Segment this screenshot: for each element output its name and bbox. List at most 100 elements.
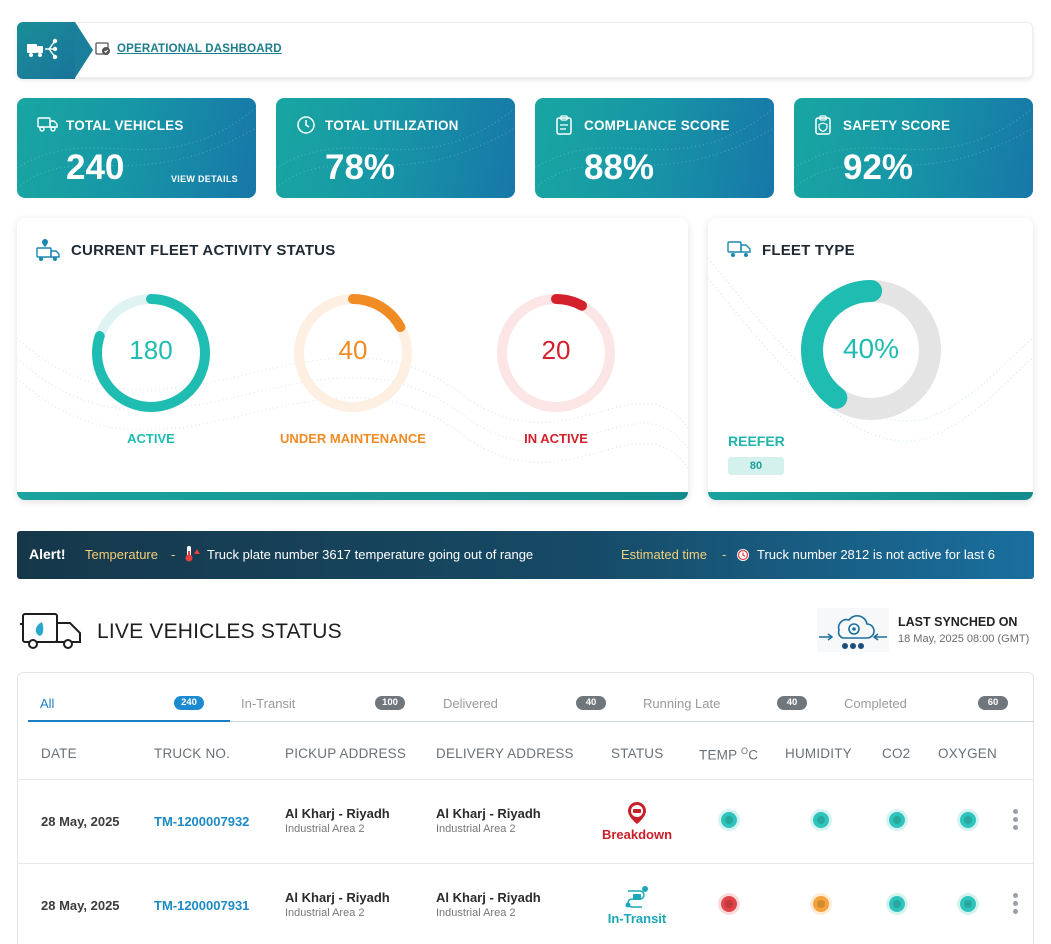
breakdown-icon xyxy=(628,802,646,824)
row-date: 28 May, 2025 xyxy=(41,898,120,913)
fleet-type-count-badge: 80 xyxy=(728,457,784,475)
tab-label: All xyxy=(40,696,55,711)
last-synched-label: LAST SYNCHED ON xyxy=(898,615,1018,629)
alert-temperature-text: Truck plate number 3617 temperature goin… xyxy=(207,547,534,562)
fleet-type-title: FLEET TYPE xyxy=(762,242,855,259)
alert-separator: - xyxy=(171,547,176,562)
header-divider xyxy=(18,779,1033,780)
column-header-date[interactable]: DATE xyxy=(41,746,77,761)
page-header: OPERATIONAL DASHBOARD xyxy=(17,22,1033,79)
tab-completed[interactable]: Completed 60 xyxy=(830,687,1034,722)
alert-bar: Alert! Temperature - Truck plate number … xyxy=(17,531,1034,579)
column-header-status[interactable]: STATUS xyxy=(611,746,664,761)
truck-icon xyxy=(37,117,58,132)
tab-count-badge: 40 xyxy=(576,696,606,710)
kpi-label: COMPLIANCE SCORE xyxy=(584,118,730,133)
tab-count-badge: 40 xyxy=(777,696,807,710)
temp-sensor-indicator xyxy=(721,896,737,912)
temp-unit-sup: O xyxy=(741,746,749,756)
active-label: ACTIVE xyxy=(127,431,175,446)
maintenance-ring-arc xyxy=(294,294,412,412)
oxygen-sensor-indicator xyxy=(960,896,976,912)
inactive-ring: 20 xyxy=(494,291,618,415)
maintenance-count: 40 xyxy=(338,335,368,365)
column-header-delivery[interactable]: DELIVERY ADDRESS xyxy=(436,746,574,761)
row-date: 28 May, 2025 xyxy=(41,814,120,829)
kpi-label: SAFETY SCORE xyxy=(843,118,951,133)
fleet-location-icon xyxy=(36,239,60,261)
fleet-type-label: REEFER xyxy=(728,433,785,449)
delivery-area: Industrial Area 2 xyxy=(436,907,516,919)
temp-unit: C xyxy=(748,747,759,763)
status-label: Breakdown xyxy=(601,827,673,842)
fleet-activity-panel: CURRENT FLEET ACTIVITY STATUS 180 ACTIVE… xyxy=(17,218,688,500)
kpi-safety-score: SAFETY SCORE 92% xyxy=(794,98,1033,198)
clipboard-icon xyxy=(556,115,572,135)
kpi-compliance-score: COMPLIANCE SCORE 88% xyxy=(535,98,774,198)
column-header-humidity[interactable]: HUMIDITY xyxy=(785,746,852,761)
status-tabs: All 240 In-Transit 100 Delivered 40 Runn… xyxy=(28,687,1034,722)
tab-label: Running Late xyxy=(643,696,721,711)
breadcrumb: OPERATIONAL DASHBOARD xyxy=(95,42,282,56)
table-row[interactable]: 28 May, 2025 TM-1200007931 Al Kharj - Ri… xyxy=(18,864,1033,944)
maintenance-ring: 40 xyxy=(291,291,415,415)
inactive-count: 20 xyxy=(541,335,571,365)
dashboard-icon xyxy=(95,42,110,55)
truck-number-link[interactable]: TM-1200007931 xyxy=(154,898,250,913)
column-header-pickup[interactable]: PICKUP ADDRESS xyxy=(285,746,407,761)
alert-estimated-text: Truck number 2812 is not active for last… xyxy=(757,547,995,562)
alarm-clock-icon xyxy=(735,546,751,565)
row-more-menu[interactable] xyxy=(1013,893,1019,917)
table-row[interactable]: 28 May, 2025 TM-1200007932 Al Kharj - Ri… xyxy=(18,780,1033,864)
active-ring: 180 xyxy=(89,291,213,415)
column-header-truck[interactable]: TRUCK NO. xyxy=(154,746,231,761)
active-ring-arc xyxy=(92,294,210,412)
kpi-value: 88% xyxy=(584,148,655,187)
kpi-label: TOTAL VEHICLES xyxy=(66,118,184,133)
tab-running-late[interactable]: Running Late 40 xyxy=(630,687,830,722)
tab-count-badge: 60 xyxy=(978,696,1008,710)
temp-sensor-indicator xyxy=(721,812,737,828)
tab-delivered[interactable]: Delivered 40 xyxy=(430,687,630,722)
thermometer-icon xyxy=(183,545,201,566)
fleet-activity-title: CURRENT FLEET ACTIVITY STATUS xyxy=(71,242,336,259)
kpi-value: 240 xyxy=(66,148,125,187)
alert-estimated-key: Estimated time xyxy=(621,547,707,562)
live-vehicles-table: All 240 In-Transit 100 Delivered 40 Runn… xyxy=(17,672,1034,944)
operational-dashboard-link[interactable]: OPERATIONAL DASHBOARD xyxy=(117,43,282,55)
row-more-menu[interactable] xyxy=(1013,809,1019,833)
delivery-address: Al Kharj - Riyadh xyxy=(436,806,541,821)
tab-label: In-Transit xyxy=(241,696,296,711)
humidity-sensor-indicator xyxy=(813,812,829,828)
kpi-value: 78% xyxy=(325,148,396,187)
temp-header-label: TEMP xyxy=(699,747,738,763)
shield-check-icon xyxy=(815,115,831,135)
alert-separator: - xyxy=(722,547,727,562)
column-header-temp[interactable]: TEMP OC xyxy=(699,746,758,763)
delivery-area: Industrial Area 2 xyxy=(436,823,516,835)
fleet-trucks-icon xyxy=(727,241,751,257)
active-count: 180 xyxy=(129,335,173,365)
view-details-link[interactable]: VIEW DETAILS xyxy=(171,174,238,184)
tab-in-transit[interactable]: In-Transit 100 xyxy=(230,687,430,722)
delivery-address: Al Kharj - Riyadh xyxy=(436,890,541,905)
status-label: In-Transit xyxy=(607,911,667,926)
fleet-type-donut: 40% xyxy=(800,279,942,421)
fleet-type-percent: 40% xyxy=(842,333,900,364)
pickup-area: Industrial Area 2 xyxy=(285,907,365,919)
clock-icon xyxy=(297,116,315,134)
alert-label: Alert! xyxy=(29,546,66,562)
tab-all[interactable]: All 240 xyxy=(28,687,230,722)
inactive-ring-arc xyxy=(497,294,615,412)
column-header-oxygen[interactable]: OXYGEN xyxy=(938,746,997,761)
tab-label: Delivered xyxy=(443,696,498,711)
fleet-type-panel: FLEET TYPE 40% REEFER 80 xyxy=(708,218,1033,500)
co2-sensor-indicator xyxy=(889,896,905,912)
kpi-value: 92% xyxy=(843,148,914,187)
eco-truck-icon xyxy=(20,613,81,649)
kpi-total-utilization: TOTAL UTILIZATION 78% xyxy=(276,98,515,198)
column-header-co2[interactable]: CO2 xyxy=(882,746,911,761)
maintenance-label: UNDER MAINTENANCE xyxy=(280,431,426,446)
cloud-sync-icon[interactable] xyxy=(817,608,889,652)
truck-number-link[interactable]: TM-1200007932 xyxy=(154,814,250,829)
